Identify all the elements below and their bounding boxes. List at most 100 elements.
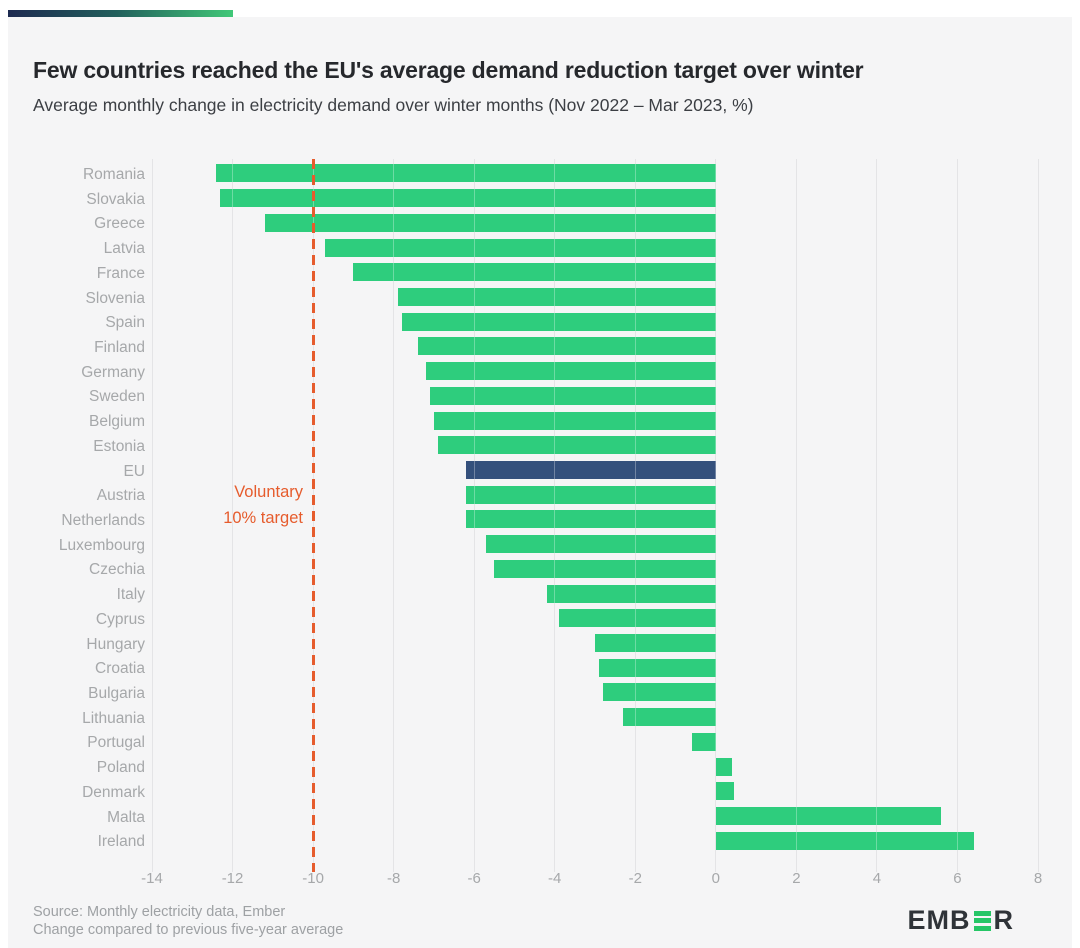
gridline [151, 159, 153, 872]
bar-ireland [715, 831, 974, 850]
source-line2: Change compared to previous five-year av… [33, 922, 344, 939]
x-tick-label: -4 [548, 870, 562, 887]
target-line-annotation: Voluntary 10% target [153, 480, 303, 531]
bar-czechia [494, 559, 716, 578]
x-tick-label: 0 [711, 870, 720, 887]
gridline [876, 159, 878, 872]
gridline [1037, 159, 1039, 872]
x-tick-label: -6 [467, 870, 481, 887]
bar-austria [466, 485, 716, 504]
chart-subtitle: Average monthly change in electricity de… [33, 95, 754, 115]
gridline [232, 159, 234, 872]
x-tick-label: 6 [953, 870, 962, 887]
row-label-poland: Poland [96, 759, 145, 777]
row-label-lithuania: Lithuania [82, 709, 145, 727]
gridline [1037, 159, 1039, 872]
gridline [795, 159, 797, 872]
ember-logo-prefix: EMB [907, 905, 971, 935]
row-label-romania: Romania [82, 166, 145, 183]
bar-poland [715, 757, 732, 776]
gridline [393, 159, 395, 872]
ember-logo-suffix: R [993, 905, 1014, 935]
bar-slovenia [397, 287, 716, 306]
row-label-finland: Finland [94, 339, 145, 356]
x-axis: -14 -12 -10 -8 -6 -4 -2 0 2 4 6 8 [141, 870, 1042, 890]
row-label-luxembourg: Luxembourg [58, 536, 145, 554]
row-label-malta: Malta [107, 808, 145, 826]
ember-logo-e-icon [973, 910, 991, 931]
source-line1: Source: Monthly electricity data, Ember [33, 904, 286, 920]
row-label-spain: Spain [105, 314, 145, 332]
row-label-estonia: Estonia [93, 437, 145, 455]
bar-greece [264, 213, 716, 232]
bar-belgium [433, 411, 716, 430]
chart-title: Few countries reached the EU's average d… [33, 57, 864, 83]
row-label-netherlands: Netherlands [61, 512, 145, 529]
row-label-france: France [96, 264, 145, 282]
row-label-slovenia: Slovenia [85, 289, 145, 307]
target-annotation-line2: 10% target [223, 508, 303, 527]
bar-portugal [691, 732, 716, 751]
row-label-croatia: Croatia [95, 660, 145, 678]
bar-romania [216, 164, 716, 183]
bar-sweden [429, 386, 716, 405]
bar-eu [466, 460, 716, 479]
bar-spain [401, 312, 716, 331]
row-label-portugal: Portugal [87, 734, 145, 752]
x-tick-label: -12 [221, 870, 244, 887]
gridline [554, 159, 556, 872]
gridline [795, 159, 797, 872]
gridline [473, 159, 475, 872]
bar-malta [715, 806, 942, 825]
row-label-czechia: Czechia [89, 561, 145, 579]
bar-denmark [715, 782, 734, 801]
row-label-denmark: Denmark [82, 783, 145, 801]
row-label-eu: EU [123, 462, 145, 480]
bar-cyprus [558, 609, 716, 628]
gridline [232, 159, 234, 872]
gridline [715, 159, 717, 872]
bar-estonia [437, 436, 716, 455]
bar-germany [425, 362, 716, 381]
ember-logo: EMB R [908, 905, 1015, 936]
target-annotation-line1: Voluntary [234, 483, 303, 501]
bar-latvia [325, 238, 716, 257]
row-label-latvia: Latvia [103, 240, 145, 258]
gridline [956, 159, 958, 872]
row-label-austria: Austria [96, 487, 145, 505]
bar-slovakia [220, 189, 716, 208]
bar-croatia [599, 658, 716, 677]
brand-gradient-bar [8, 10, 233, 17]
x-tick-label: -10 [302, 870, 324, 887]
row-label-sweden: Sweden [88, 388, 145, 406]
bar-france [353, 263, 716, 282]
voluntary-target-line [311, 159, 315, 872]
row-label-bulgaria: Bulgaria [88, 685, 145, 702]
x-tick-label: -14 [141, 870, 163, 887]
row-label-italy: Italy [116, 586, 145, 604]
gridline [634, 159, 636, 872]
bar-netherlands [466, 510, 716, 529]
row-label-cyprus: Cyprus [95, 610, 145, 628]
bar-finland [417, 337, 716, 356]
bar-luxembourg [486, 535, 716, 554]
x-tick-label: -8 [386, 870, 401, 887]
gridline [956, 159, 958, 872]
gridline [876, 159, 878, 872]
bar-italy [546, 584, 716, 603]
row-label-slovakia: Slovakia [86, 190, 145, 208]
row-label-belgium: Belgium [89, 413, 145, 431]
x-tick-label: -2 [628, 870, 642, 887]
row-label-greece: Greece [94, 215, 145, 233]
row-label-hungary: Hungary [86, 635, 145, 653]
x-tick-label: 2 [792, 870, 801, 887]
plot-area [151, 159, 1039, 872]
bar-bulgaria [603, 683, 716, 702]
row-label-ireland: Ireland [97, 833, 145, 851]
gridline [151, 159, 153, 872]
row-label-germany: Germany [81, 363, 145, 381]
x-tick-label: 4 [872, 870, 882, 887]
bar-lithuania [623, 708, 716, 727]
gridline [393, 159, 395, 872]
